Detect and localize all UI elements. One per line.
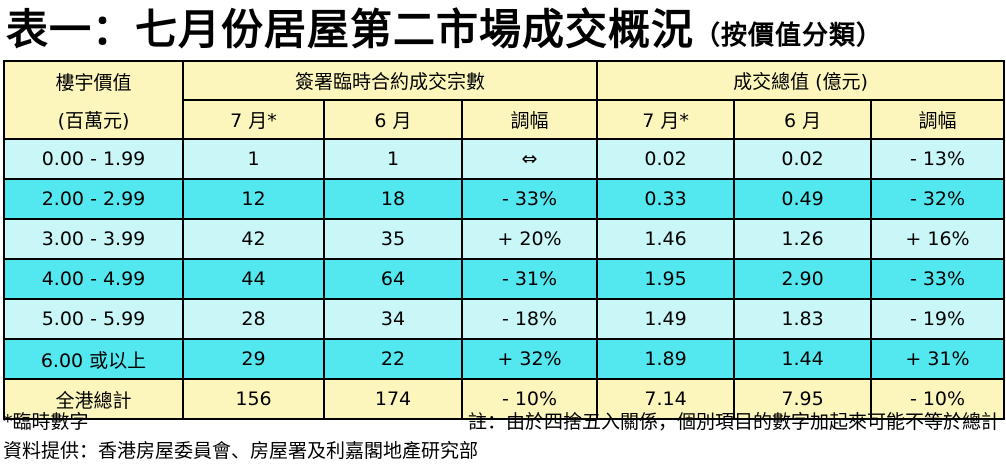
count-change-cell: - 18% xyxy=(460,298,599,340)
count-change-cell: - 31% xyxy=(460,258,599,300)
value-jun-cell: 1.44 xyxy=(733,338,873,380)
price-range-cell: 5.00 - 5.99 xyxy=(3,298,184,340)
value-jul-cell: 1.89 xyxy=(596,338,736,380)
table-row: 2.00 - 2.99 12 18 - 33% 0.33 0.49 - 32% xyxy=(3,178,1006,220)
header-count-change: 調幅 xyxy=(460,99,599,140)
header-count-jul: 7 月* xyxy=(182,99,325,140)
price-range-cell: 2.00 - 2.99 xyxy=(3,178,184,220)
transaction-table: 樓宇價值 簽署臨時合約成交宗數 成交總值 (億元) (百萬元) 7 月* 6 月… xyxy=(3,60,1006,420)
table-row: 0.00 - 1.99 1 1 ⇔ 0.02 0.02 - 13% xyxy=(3,138,1006,180)
value-change-cell: + 16% xyxy=(870,218,1006,260)
value-jul-cell: 1.95 xyxy=(596,258,736,300)
count-change-cell: - 33% xyxy=(460,178,599,220)
count-jul-cell: 44 xyxy=(182,258,325,300)
count-jun-cell: 1 xyxy=(323,138,463,180)
total-row: 全港總計 156 174 - 10% 7.14 7.95 - 10% xyxy=(3,378,1006,420)
value-jul-cell: 0.33 xyxy=(596,178,736,220)
value-change-cell: + 31% xyxy=(870,338,1006,380)
count-jun-cell: 35 xyxy=(323,218,463,260)
table-row: 5.00 - 5.99 28 34 - 18% 1.49 1.83 - 19% xyxy=(3,298,1006,340)
title-text: 表一：七月份居屋第二市場成交概況 xyxy=(6,5,695,54)
total-value-change-cell: - 10% xyxy=(870,378,1006,420)
title-subtitle: （按價值分類） xyxy=(694,21,884,51)
price-range-cell: 0.00 - 1.99 xyxy=(3,138,184,180)
total-label-cell: 全港總計 xyxy=(3,378,184,420)
provisional-note: *臨時數字 xyxy=(3,411,89,433)
page-title: 表一：七月份居屋第二市場成交概況（按價值分類） xyxy=(6,2,883,58)
total-count-jun-cell: 174 xyxy=(323,378,463,420)
total-count-jul-cell: 156 xyxy=(182,378,325,420)
value-jun-cell: 2.90 xyxy=(733,258,873,300)
price-range-cell: 3.00 - 3.99 xyxy=(3,218,184,260)
header-row-1: 樓宇價值 簽署臨時合約成交宗數 成交總值 (億元) xyxy=(3,60,1006,101)
value-change-cell: - 13% xyxy=(870,138,1006,180)
value-jun-cell: 1.26 xyxy=(733,218,873,260)
count-jun-cell: 34 xyxy=(323,298,463,340)
header-value-change: 調幅 xyxy=(870,99,1006,140)
count-jun-cell: 18 xyxy=(323,178,463,220)
header-price-unit: (百萬元) xyxy=(3,100,184,140)
source-note: 資料提供：香港房屋委員會、房屋署及利嘉閣地產研究部 xyxy=(3,440,479,462)
value-jul-cell: 0.02 xyxy=(596,138,736,180)
value-jun-cell: 0.02 xyxy=(733,138,873,180)
count-jul-cell: 28 xyxy=(182,298,325,340)
count-change-cell: ⇔ xyxy=(460,138,599,180)
header-count-jun: 6 月 xyxy=(323,99,463,140)
value-jul-cell: 1.49 xyxy=(596,298,736,340)
count-change-cell: + 20% xyxy=(460,218,599,260)
count-jul-cell: 29 xyxy=(182,338,325,380)
value-jun-cell: 0.49 xyxy=(733,178,873,220)
count-jun-cell: 22 xyxy=(323,338,463,380)
rounding-note: 註：由於四捨五入關係，個別項目的數字加起來可能不等於總計 xyxy=(467,411,1000,433)
header-row-2: (百萬元) 7 月* 6 月 調幅 7 月* 6 月 調幅 xyxy=(3,99,1006,140)
header-group-count: 簽署臨時合約成交宗數 xyxy=(181,60,599,101)
total-value-jun-cell: 7.95 xyxy=(733,378,873,420)
price-range-cell: 6.00 或以上 xyxy=(3,338,184,380)
price-range-cell: 4.00 - 4.99 xyxy=(3,258,184,300)
value-jun-cell: 1.83 xyxy=(733,298,873,340)
count-jul-cell: 1 xyxy=(182,138,325,180)
value-jul-cell: 1.46 xyxy=(596,218,736,260)
count-jun-cell: 64 xyxy=(323,258,463,300)
count-jul-cell: 12 xyxy=(182,178,325,220)
table-row: 3.00 - 3.99 42 35 + 20% 1.46 1.26 + 16% xyxy=(3,218,1006,260)
value-change-cell: - 33% xyxy=(870,258,1006,300)
value-change-cell: - 19% xyxy=(870,298,1006,340)
count-change-cell: + 32% xyxy=(460,338,599,380)
header-value-jul: 7 月* xyxy=(596,99,736,140)
table-row: 6.00 或以上 29 22 + 32% 1.89 1.44 + 31% xyxy=(3,338,1006,380)
count-jul-cell: 42 xyxy=(182,218,325,260)
header-group-value: 成交總值 (億元) xyxy=(596,60,1006,101)
header-price-label: 樓宇價值 xyxy=(3,60,184,100)
table-row: 4.00 - 4.99 44 64 - 31% 1.95 2.90 - 33% xyxy=(3,258,1006,300)
header-value-jun: 6 月 xyxy=(733,99,873,140)
total-value-jul-cell: 7.14 xyxy=(596,378,736,420)
total-count-change-cell: - 10% xyxy=(460,378,599,420)
value-change-cell: - 32% xyxy=(870,178,1006,220)
